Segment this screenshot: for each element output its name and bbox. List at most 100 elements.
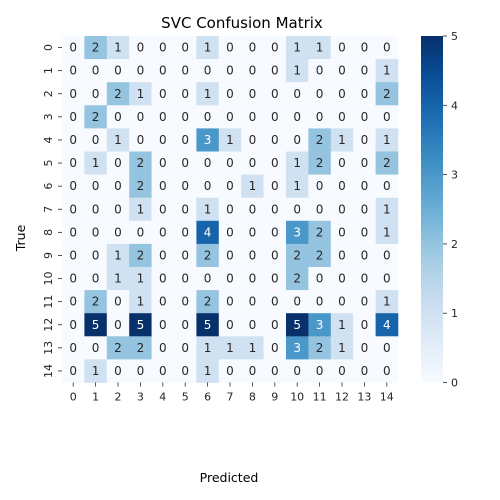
cell-value-label: 4 [383,318,391,332]
x-axis-label: Predicted [200,470,259,485]
cell-value-label: 0 [338,225,346,239]
cell-value-label: 0 [226,318,234,332]
cell-value-label: 0 [271,272,279,286]
cell-value-label: 0 [92,64,100,78]
cell-value-label: 0 [316,272,324,286]
cell-value-label: 0 [92,202,100,216]
cell-value-label: 0 [159,341,167,355]
cell-value-label: 0 [271,202,279,216]
cell-value-label: 0 [338,110,346,124]
cell-value-label: 0 [159,179,167,193]
cell-value-label: 0 [271,179,279,193]
cell-value-label: 1 [92,364,100,378]
cell-value-label: 3 [204,133,212,147]
cell-value-label: 0 [69,64,77,78]
x-tick-label: 5 [182,391,189,404]
cell-value-label: 0 [226,272,234,286]
cell-value-label: 0 [204,156,212,170]
cell-value-label: 0 [92,133,100,147]
x-axis-ticks: 0 1 2 3 4 5 6 7 8 9 10 11 12 13 14 [70,383,394,404]
cell-value-label: 1 [338,318,346,332]
cell-value-label: 1 [137,295,145,309]
cell-value-label: 1 [383,295,391,309]
colorbar-tick-label: 5 [451,30,458,43]
cell-value-label: 0 [271,341,279,355]
cell-value-label: 0 [204,272,212,286]
cell-value-label: 0 [361,156,369,170]
cell-value-label: 0 [361,248,369,262]
cell-value-label: 0 [361,87,369,101]
cell-value-label: 2 [316,133,324,147]
y-tick-label: 11 [42,295,55,309]
cell-value-label: 0 [114,202,122,216]
cell-value-label: 2 [316,225,324,239]
cell-value-label: 1 [137,87,145,101]
cell-value-label: 0 [181,341,189,355]
cell-value-label: 0 [226,41,234,55]
cell-value-label: 0 [181,272,189,286]
cell-value-label: 0 [137,225,145,239]
cell-value-label: 0 [249,364,257,378]
x-tick-label: 12 [335,391,349,404]
x-tick-label: 3 [137,391,144,404]
cell-value-label: 0 [249,225,257,239]
cell-value-label: 0 [181,248,189,262]
cell-value-label: 0 [316,110,324,124]
cell-value-label: 0 [316,64,324,78]
cell-value-label: 0 [271,41,279,55]
x-tick-label: 7 [227,391,234,404]
cell-value-label: 0 [181,133,189,147]
heatmap-cells: 0 2 1 0 0 0 1 0 0 0 1 1 0 0 00 0 0 0 0 0 0 0 0 0 1 0 0 0 10 0 2 1 0 0 1 0 0 0… [62,36,398,383]
colorbar-tick-label: 0 [451,377,458,390]
cell-value-label: 0 [159,133,167,147]
cell-value-label: 0 [316,202,324,216]
cell-value-label: 0 [226,225,234,239]
cell-value-label: 0 [226,179,234,193]
cell-value-label: 0 [181,179,189,193]
colorbar-tick-label: 4 [451,99,458,112]
cell-value-label: 0 [226,248,234,262]
cell-value-label: 2 [92,295,100,309]
cell-value-label: 0 [383,179,391,193]
cell-value-label: 1 [293,64,301,78]
y-tick-label: 6 [42,183,55,190]
cell-value-label: 2 [92,41,100,55]
cell-value-label: 3 [316,318,324,332]
cell-value-label: 0 [316,364,324,378]
cell-value-label: 0 [249,110,257,124]
y-tick-label: 2 [42,90,55,97]
cell-value-label: 0 [226,202,234,216]
cell-value-label: 0 [249,87,257,101]
cell-value-label: 0 [383,248,391,262]
cell-value-label: 0 [293,364,301,378]
cell-value-label: 0 [181,41,189,55]
y-tick-label: 5 [42,160,55,167]
cell-value-label: 0 [92,272,100,286]
cell-value-label: 0 [383,41,391,55]
cell-value-label: 0 [204,64,212,78]
cell-value-label: 0 [114,364,122,378]
cell-value-label: 0 [383,364,391,378]
cell-value-label: 0 [338,64,346,78]
cell-value-label: 5 [137,318,145,332]
cell-value-label: 0 [271,364,279,378]
cell-value-label: 0 [69,41,77,55]
cell-value-label: 0 [361,64,369,78]
cell-value-label: 0 [361,364,369,378]
cell-value-label: 2 [316,248,324,262]
cell-value-label: 1 [204,341,212,355]
cell-value-label: 0 [159,64,167,78]
cell-value-label: 0 [159,110,167,124]
cell-value-label: 1 [249,179,257,193]
y-tick-label: 10 [42,272,55,286]
cell-value-label: 0 [316,295,324,309]
cell-value-label: 0 [249,272,257,286]
cell-value-label: 0 [181,64,189,78]
x-tick-label: 10 [290,391,304,404]
cell-value-label: 0 [69,272,77,286]
cell-value-label: 0 [293,133,301,147]
cell-value-label: 0 [249,295,257,309]
cell-value-label: 0 [293,87,301,101]
cell-value-label: 0 [361,110,369,124]
cell-value-label: 0 [159,248,167,262]
